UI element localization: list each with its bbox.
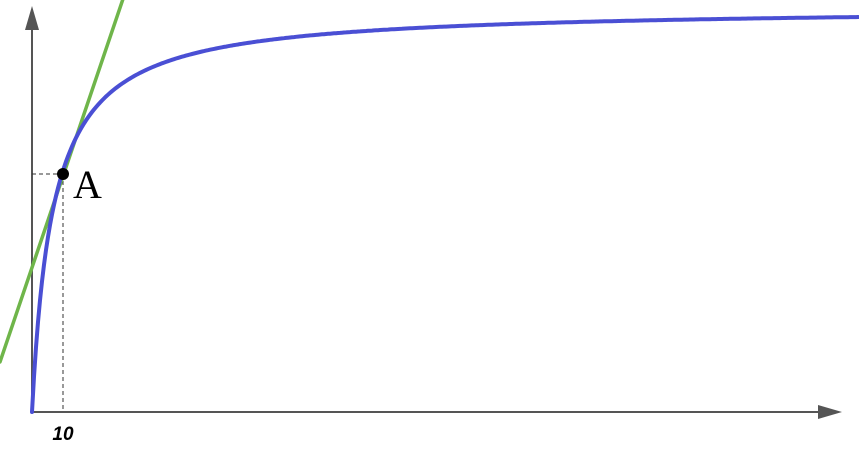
tangent-line xyxy=(0,0,125,364)
x-axis-arrow xyxy=(818,405,842,419)
x-tick-label: 10 xyxy=(52,424,74,445)
function-curve xyxy=(30,15,859,414)
point-a xyxy=(57,168,69,180)
point-a-label: A xyxy=(73,162,102,207)
y-axis-arrow xyxy=(25,6,39,30)
